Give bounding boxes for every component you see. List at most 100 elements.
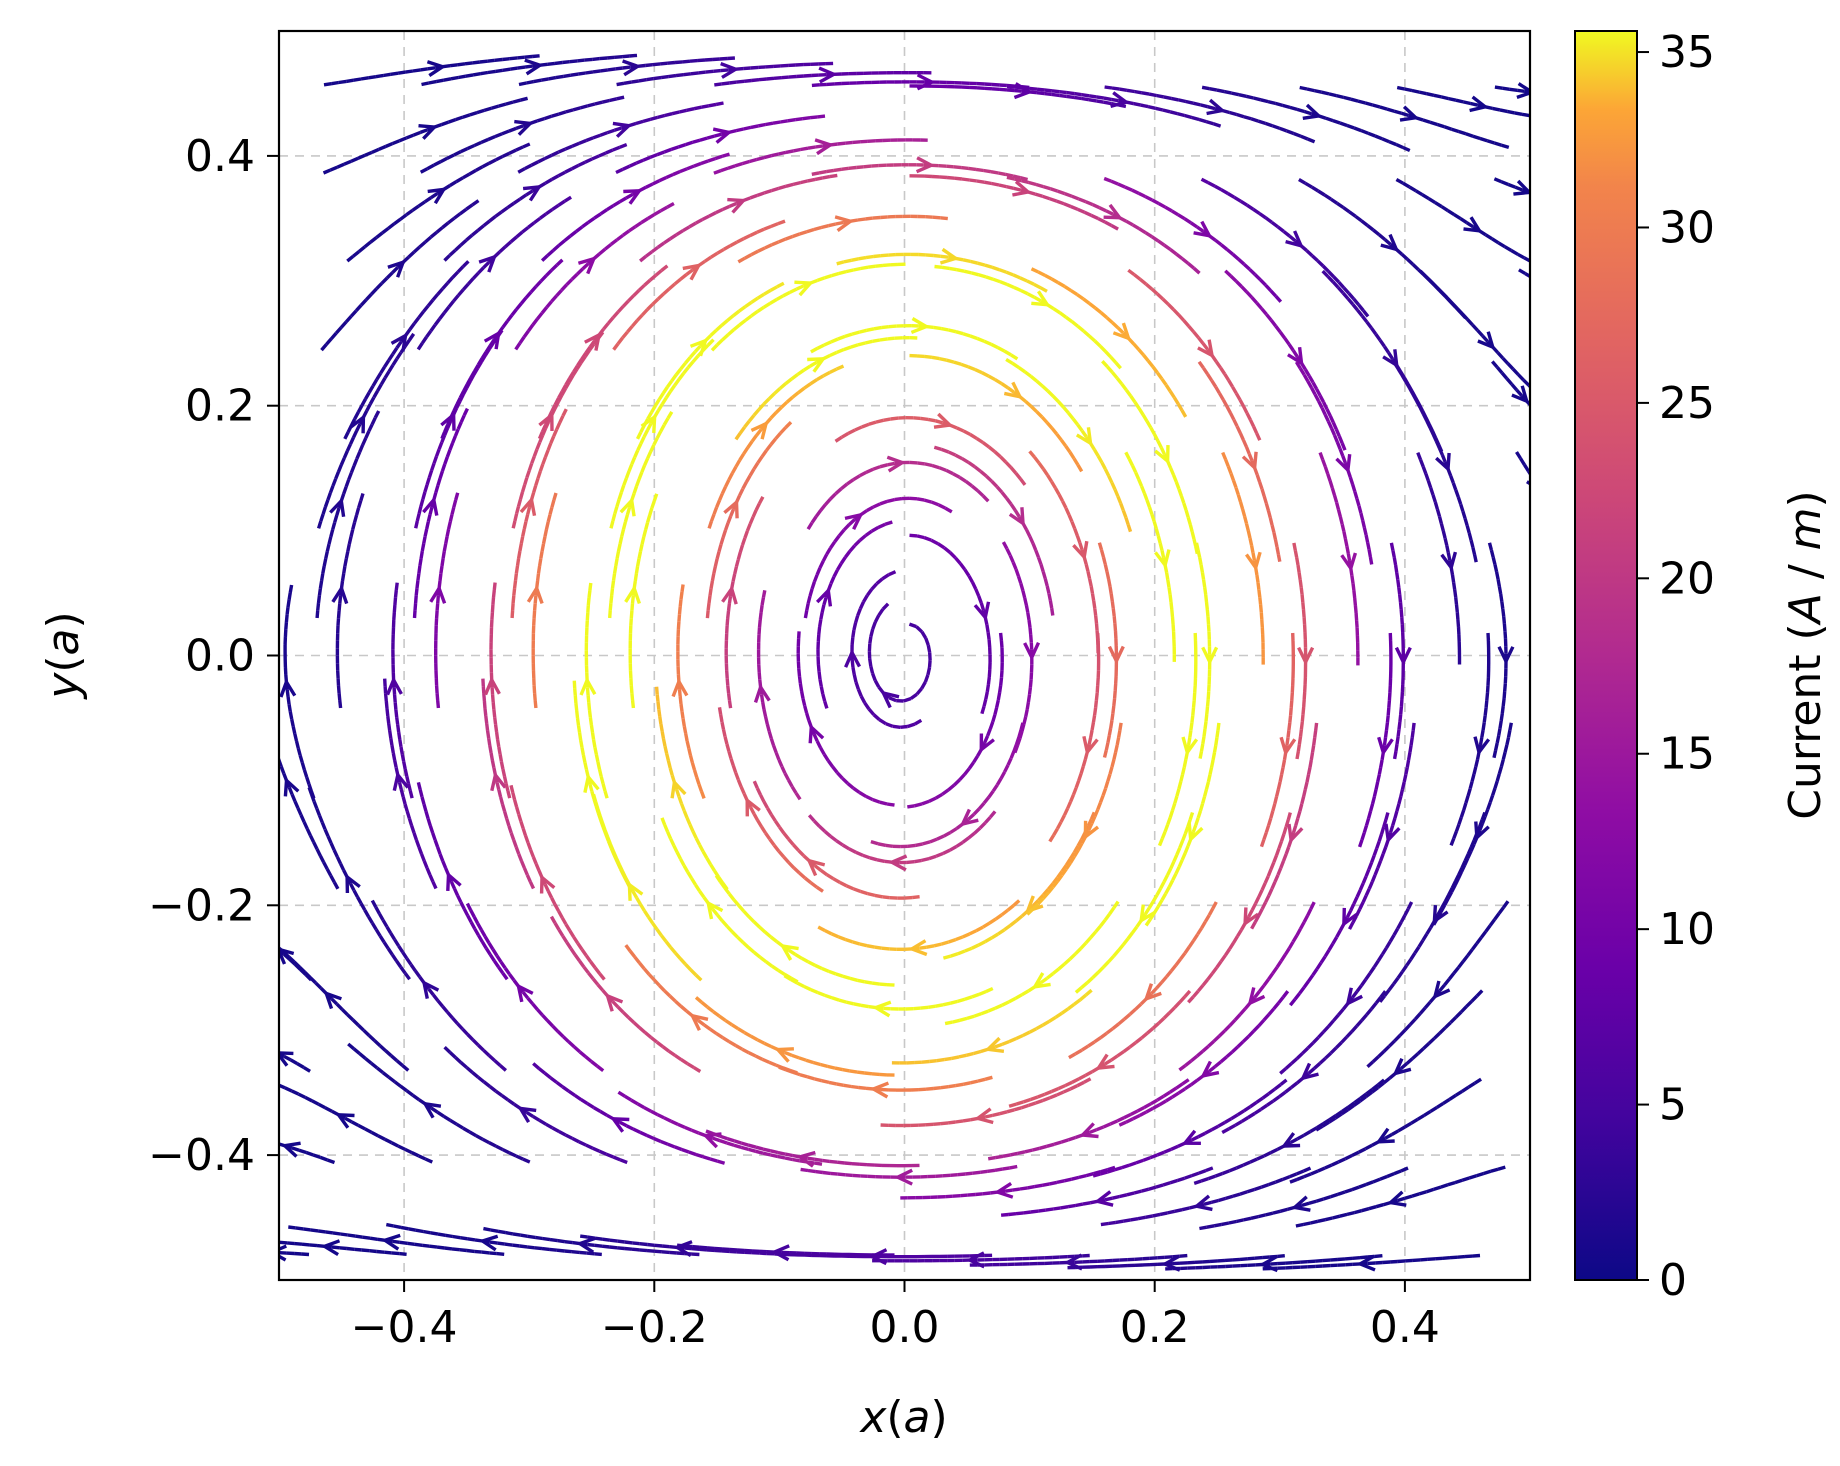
- streamline-segment: [1258, 212, 1267, 220]
- streamline-segment: [1449, 475, 1455, 484]
- streamline-segment: [557, 390, 564, 399]
- streamline-segment: [1169, 601, 1174, 610]
- streamline-segment: [1358, 882, 1365, 891]
- streamline-segment: [469, 110, 478, 117]
- streamline-segment: [1069, 289, 1079, 297]
- streamline-segment: [1088, 334, 1097, 343]
- streamline-segment: [1370, 874, 1377, 883]
- streamline-arrow: [807, 859, 826, 877]
- streamline-segment: [800, 956, 810, 964]
- streamline-segment: [488, 1085, 497, 1093]
- streamline-arrow: [1358, 1254, 1376, 1272]
- streamline-segment: [1091, 203, 1101, 210]
- streamline-segment: [750, 434, 758, 443]
- streamline-segment: [720, 166, 729, 173]
- streamline-segment: [575, 225, 584, 233]
- streamline-segment: [845, 140, 853, 145]
- streamline-segment: [1205, 699, 1210, 707]
- streamline-segment: [959, 1016, 968, 1022]
- streamline-segment: [612, 145, 621, 152]
- streamline-segment: [962, 258, 971, 264]
- streamline-segment: [1119, 87, 1128, 92]
- streamline-segment: [1330, 1192, 1339, 1199]
- streamline-segment: [757, 122, 766, 128]
- streamline-segment: [370, 416, 377, 426]
- streamline-segment: [924, 354, 933, 359]
- streamline-segment: [494, 132, 503, 139]
- streamline-segment: [838, 269, 847, 276]
- streamline-segment: [1281, 853, 1288, 862]
- streamline-segment: [535, 441, 542, 451]
- streamline-segment: [334, 471, 341, 480]
- streamline-segment: [1357, 303, 1365, 312]
- streamline-segment: [1112, 690, 1117, 699]
- streamline-segment: [505, 100, 514, 106]
- streamline-segment: [860, 1003, 869, 1009]
- streamline-segment: [674, 1145, 683, 1152]
- streamline-segment: [720, 68, 729, 73]
- streamline-segment: [1130, 1217, 1139, 1222]
- streamline-segment: [434, 448, 441, 457]
- streamline-segment: [730, 1023, 740, 1031]
- streamline-segment: [774, 406, 783, 414]
- streamline-segment: [1221, 451, 1228, 461]
- streamline-segment: [518, 543, 523, 552]
- streamline-segment: [987, 1006, 996, 1013]
- streamline-segment: [581, 754, 587, 763]
- streamline-segment: [1357, 99, 1366, 105]
- streamline-segment: [1175, 1082, 1184, 1090]
- streamline-segment: [968, 166, 977, 172]
- streamline-segment: [555, 289, 563, 297]
- streamline-segment: [1257, 481, 1264, 490]
- streamline-segment: [352, 458, 359, 467]
- streamline-segment: [1024, 604, 1030, 613]
- streamline-segment: [397, 1144, 406, 1151]
- streamline-segment: [619, 484, 626, 493]
- streamline-segment: [443, 1045, 452, 1054]
- streamline-segment: [1170, 616, 1175, 625]
- streamline-segment: [257, 1044, 264, 1047]
- streamline-segment: [1448, 96, 1457, 102]
- streamline-segment: [823, 700, 829, 709]
- streamline-segment: [500, 1094, 509, 1102]
- streamline-segment: [967, 1192, 976, 1197]
- streamline-segment: [672, 170, 681, 177]
- streamline-segment: [836, 1082, 845, 1087]
- streamline-segment: [637, 551, 643, 560]
- streamline-segment: [1408, 744, 1413, 753]
- streamline-segment: [601, 1244, 610, 1249]
- streamline-segment: [638, 78, 647, 83]
- streamline-segment: [1097, 217, 1106, 224]
- streamline-segment: [664, 112, 673, 118]
- streamline-segment: [1307, 1259, 1316, 1264]
- streamline-segment: [387, 364, 395, 373]
- streamline-segment: [725, 670, 729, 679]
- streamline-segment: [1313, 1062, 1322, 1070]
- streamline-segment: [725, 618, 730, 627]
- streamline-segment: [679, 167, 688, 174]
- streamline-segment: [488, 953, 496, 962]
- streamline-segment: [660, 396, 668, 406]
- streamline-segment: [1267, 99, 1276, 106]
- streamline-segment: [1311, 381, 1319, 390]
- streamline-segment: [580, 747, 586, 756]
- streamline-segment: [1033, 282, 1042, 290]
- streamline-segment: [1035, 410, 1044, 419]
- streamline-segment: [673, 277, 682, 286]
- streamline-segment: [1000, 491, 1008, 500]
- streamline-segment: [1281, 759, 1287, 768]
- streamline-segment: [1100, 1167, 1109, 1174]
- streamline-segment: [1150, 513, 1156, 523]
- streamline-segment: [643, 1106, 652, 1113]
- streamline-segment: [1081, 96, 1090, 102]
- streamline-segment: [296, 807, 303, 816]
- streamline-segment: [1118, 722, 1123, 731]
- streamline-segment: [1169, 467, 1176, 476]
- streamline-segment: [1156, 93, 1165, 99]
- streamline-segment: [517, 813, 523, 822]
- streamline-segment: [736, 79, 745, 84]
- streamline-segment: [678, 599, 683, 607]
- streamline-arrow: [1335, 454, 1352, 472]
- streamline-segment: [694, 996, 703, 1004]
- streamline-segment: [1045, 585, 1051, 594]
